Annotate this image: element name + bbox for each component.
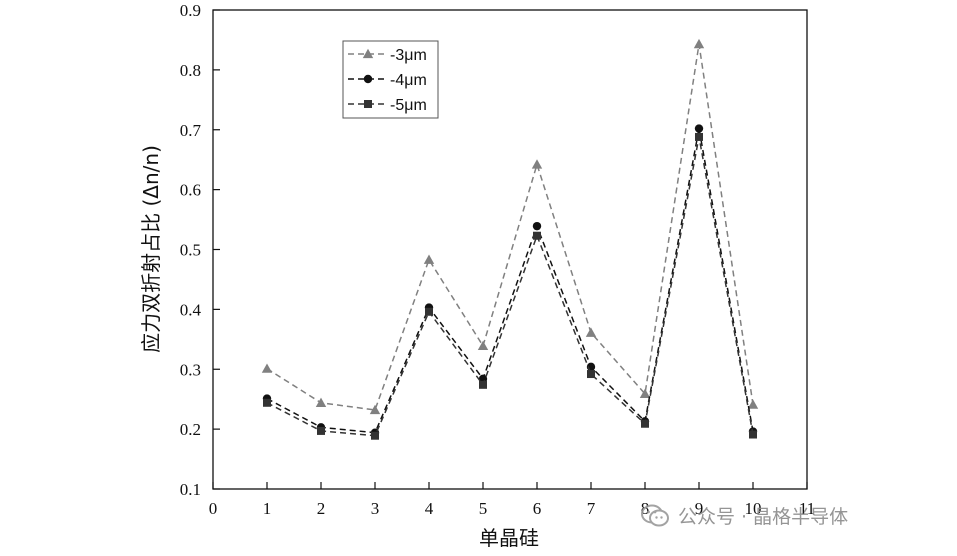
x-tick-label: 9: [695, 499, 704, 518]
data-point: [315, 397, 327, 407]
series-line: [266, 128, 754, 434]
x-tick-label: 1: [263, 499, 272, 518]
legend-marker: [362, 48, 374, 59]
x-tick-label: 4: [425, 499, 434, 518]
data-point: [533, 231, 541, 240]
data-point: [532, 221, 542, 231]
data-point: [317, 426, 325, 435]
series-lines: [261, 38, 759, 440]
data-point: [425, 307, 433, 316]
x-tick-label: 5: [479, 499, 488, 518]
data-point: [693, 38, 705, 49]
x-tick-label: 6: [533, 499, 542, 518]
data-point: [747, 399, 759, 409]
legend-marker: [363, 74, 373, 84]
data-point: [749, 430, 757, 439]
data-point: [261, 363, 273, 373]
x-tick-label: 7: [587, 499, 596, 518]
data-point: [479, 380, 487, 389]
series-line: [266, 136, 754, 437]
legend-label: -3μm: [390, 47, 427, 64]
watermark-text: 公众号 · 晶格半导体: [678, 506, 849, 528]
y-tick-label: 0.2: [180, 420, 201, 439]
legend: -3μm -4μm -5μm: [342, 40, 439, 119]
plot-frame: [212, 9, 808, 490]
axes: 0 1 2 3 4 5 6 7 8 9 10 110.10.20.30.40.50.60.70.80.…: [180, 1, 815, 518]
data-point: [423, 254, 435, 264]
data-point: [585, 327, 597, 337]
x-tick-label: 2: [317, 499, 326, 518]
legend-label: -4μm: [390, 72, 427, 89]
data-point: [695, 132, 703, 141]
data-point: [531, 159, 543, 169]
data-point: [263, 398, 271, 407]
legend-marker: [364, 100, 372, 108]
watermark: 公众号 · 晶格半导体: [640, 502, 848, 529]
data-point: [641, 419, 649, 428]
series-line: [266, 44, 754, 411]
legend-label: -5μm: [390, 97, 427, 114]
y-tick-label: 0.4: [180, 300, 202, 319]
y-tick-label: 0.6: [180, 181, 201, 200]
y-tick-label: 0.5: [180, 241, 201, 260]
data-point: [477, 340, 489, 351]
x-tick-label: 3: [371, 499, 380, 518]
data-point: [639, 388, 651, 398]
y-axis-title: 应力双折射占比 (Δn/n): [139, 145, 163, 353]
x-tick-label: 11: [799, 499, 815, 518]
y-tick-label: 0.9: [180, 1, 201, 20]
x-tick-label: 0: [209, 499, 218, 518]
x-tick-label: 10: [745, 499, 762, 518]
data-point: [369, 404, 381, 415]
y-tick-label: 0.7: [180, 121, 202, 140]
y-tick-label: 0.8: [180, 61, 201, 80]
data-point: [694, 124, 704, 133]
y-tick-label: 0.1: [180, 480, 201, 499]
wechat-icon: [640, 503, 670, 529]
x-axis-title: 单晶硅: [479, 526, 539, 550]
data-point: [587, 370, 595, 379]
y-tick-label: 0.3: [180, 360, 201, 379]
data-point: [371, 431, 379, 440]
